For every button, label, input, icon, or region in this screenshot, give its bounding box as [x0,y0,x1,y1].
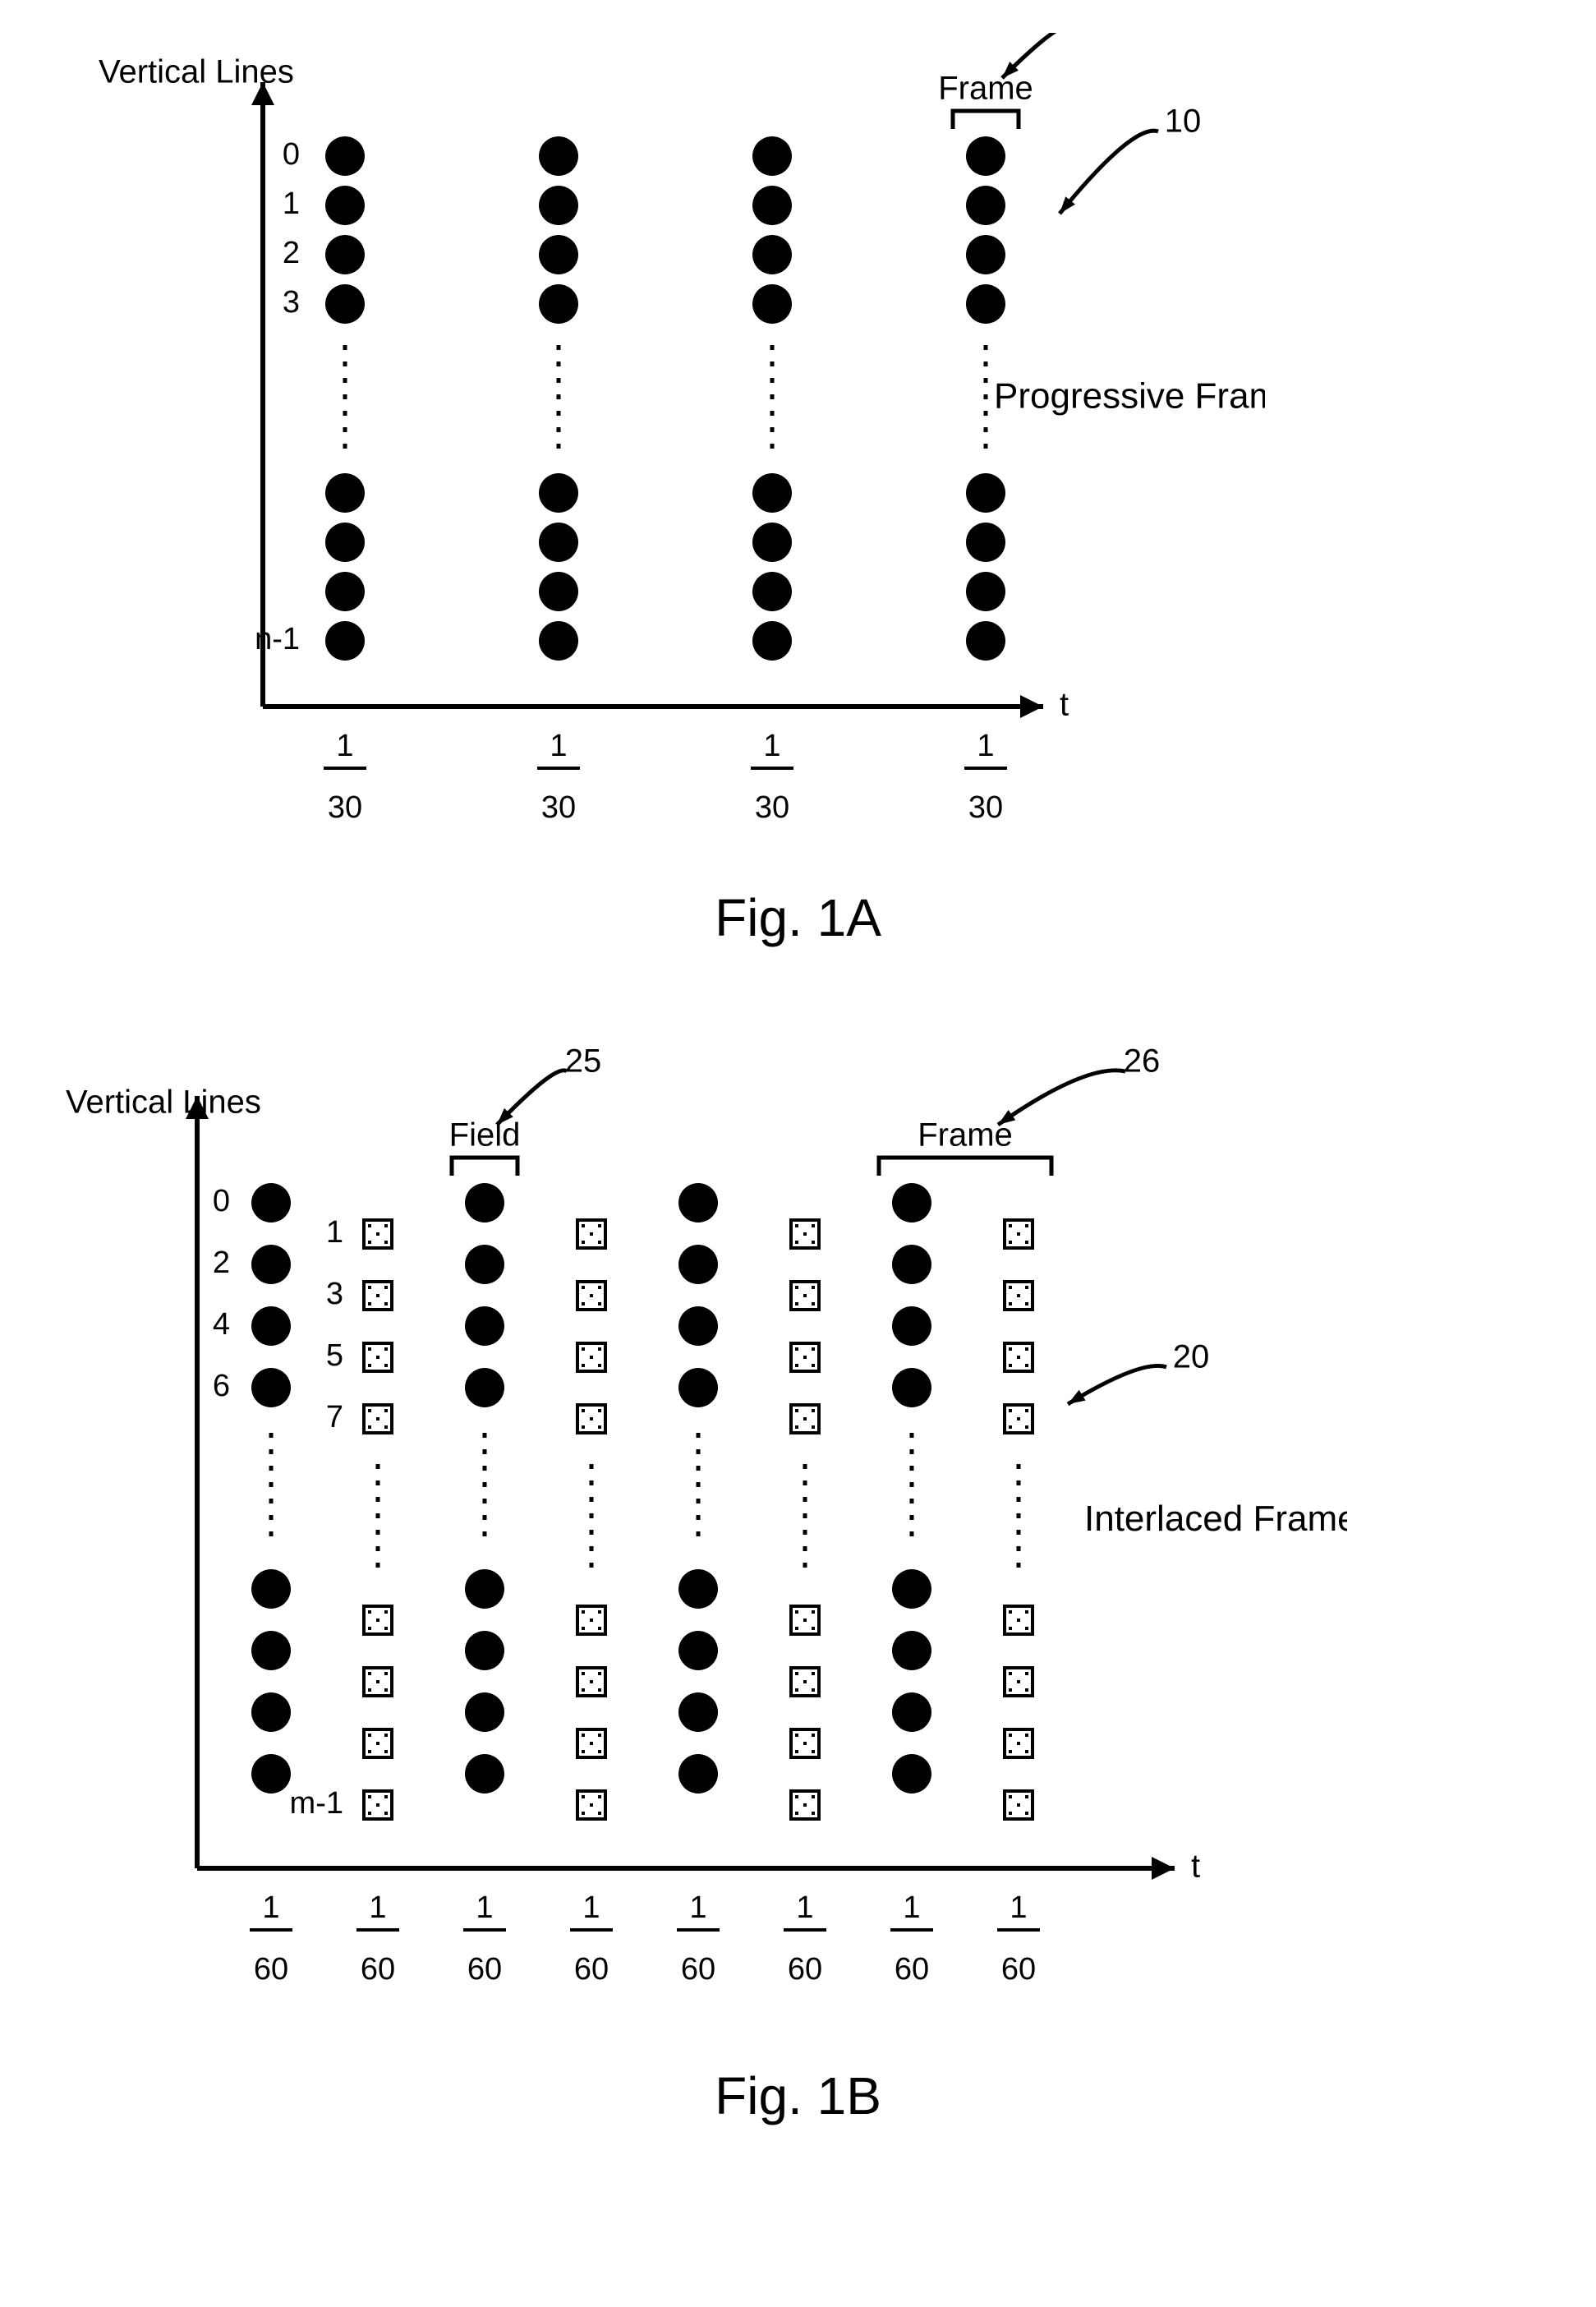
svg-text:10: 10 [1165,104,1202,140]
svg-text:n-1: n-1 [255,622,300,656]
svg-text:1: 1 [326,1215,343,1250]
fig-1b-caption: Fig. 1B [33,2065,1563,2126]
svg-text:2: 2 [283,236,300,270]
svg-text:60: 60 [467,1952,502,1987]
svg-text:1: 1 [262,1890,279,1925]
svg-text:3: 3 [326,1277,343,1311]
svg-text:Vertical Lines: Vertical Lines [66,1084,261,1121]
svg-text:1: 1 [550,729,567,763]
svg-text:Progressive Frames: Progressive Frames [994,376,1265,417]
svg-text:t: t [1191,1849,1200,1885]
svg-text:30: 30 [755,790,789,825]
figure-1b: Vertical Lines t 0 2 4 6 1 3 5 7 m-1 1 60 1 60 1 60 1 60 1 6… [33,1047,1347,2016]
svg-text:30: 30 [968,790,1003,825]
svg-text:1: 1 [336,729,353,763]
fig-1a-caption: Fig. 1A [33,887,1563,948]
svg-text:60: 60 [574,1952,609,1987]
svg-text:6: 6 [213,1369,230,1403]
svg-text:1: 1 [476,1890,493,1925]
svg-text:t: t [1060,687,1069,723]
svg-text:60: 60 [361,1952,395,1987]
svg-text:1: 1 [283,186,300,221]
figure-1a: Vertical Lines t 0 1 2 3 n-1 1 30 1 30 1 30 1 30 Frame 1… [33,33,1265,838]
svg-text:30: 30 [541,790,576,825]
svg-text:Vertical Lines: Vertical Lines [99,54,294,90]
svg-text:60: 60 [895,1952,929,1987]
svg-text:1: 1 [796,1890,813,1925]
svg-text:1: 1 [1010,1890,1027,1925]
svg-text:1: 1 [903,1890,920,1925]
svg-text:Frame: Frame [938,71,1033,107]
svg-text:60: 60 [1001,1952,1036,1987]
svg-text:1: 1 [763,729,780,763]
svg-text:2: 2 [213,1246,230,1280]
svg-text:0: 0 [283,137,300,172]
svg-text:1: 1 [369,1890,386,1925]
svg-text:60: 60 [788,1952,822,1987]
svg-text:1: 1 [582,1890,600,1925]
svg-text:m-1: m-1 [290,1786,343,1821]
svg-text:Interlaced Frames: Interlaced Frames [1084,1499,1347,1539]
svg-text:0: 0 [213,1184,230,1218]
svg-text:1: 1 [977,729,994,763]
svg-text:20: 20 [1173,1339,1210,1375]
svg-text:5: 5 [326,1338,343,1373]
page-container: Vertical Linest0123n-1130130130130Frame1… [33,33,1563,2126]
svg-text:60: 60 [254,1952,288,1987]
svg-text:4: 4 [213,1307,230,1342]
svg-text:7: 7 [326,1400,343,1434]
svg-text:25: 25 [565,1047,602,1080]
svg-text:Field: Field [449,1117,521,1154]
svg-text:30: 30 [328,790,362,825]
svg-text:3: 3 [283,285,300,320]
svg-text:26: 26 [1124,1047,1161,1080]
svg-text:1: 1 [689,1890,706,1925]
svg-text:60: 60 [681,1952,715,1987]
